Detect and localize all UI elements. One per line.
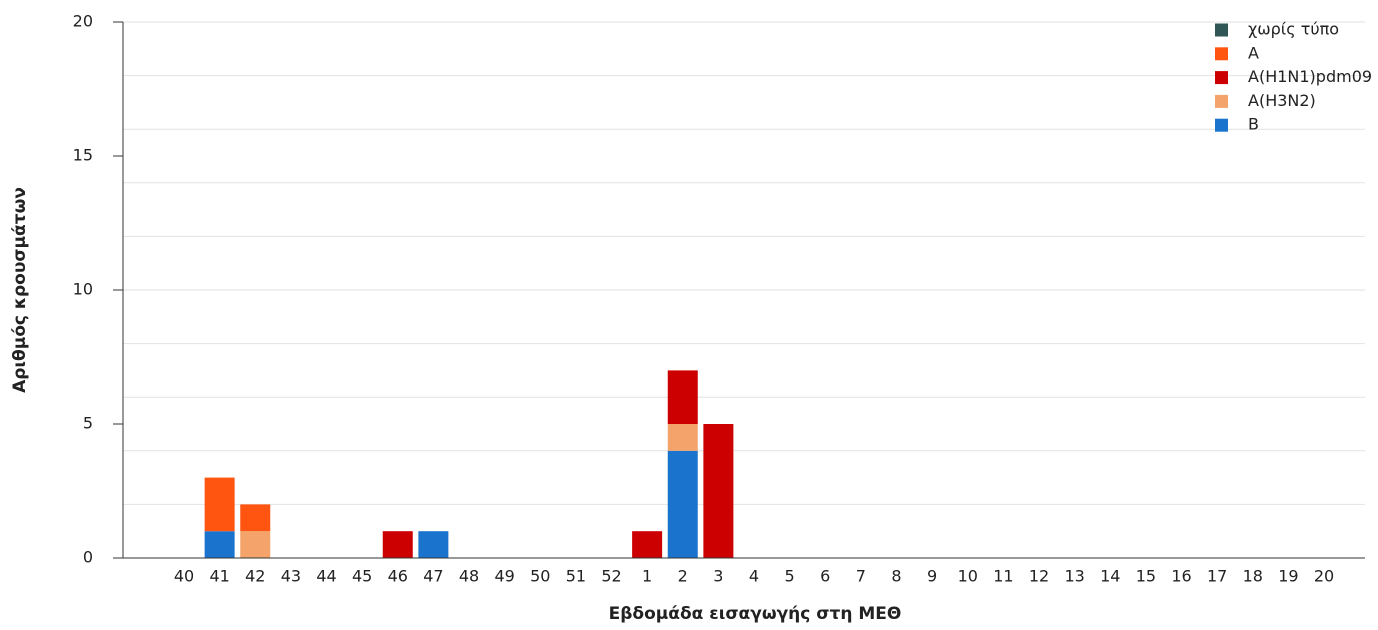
bar-segment	[382, 531, 413, 558]
bar-segment	[667, 424, 698, 451]
x-tick-label: 40	[174, 567, 194, 586]
x-tick-label: 10	[958, 567, 978, 586]
bar-segment	[632, 531, 663, 558]
legend-swatch	[1215, 71, 1228, 85]
legend-swatch	[1215, 47, 1228, 61]
x-tick-label: 44	[316, 567, 336, 586]
x-tick-label: 3	[713, 567, 723, 586]
x-tick-label: 42	[245, 567, 265, 586]
x-tick-label: 48	[459, 567, 479, 586]
x-tick-label: 41	[209, 567, 229, 586]
x-tick-label: 45	[352, 567, 372, 586]
x-tick-label: 7	[856, 567, 866, 586]
x-tick-label: 50	[530, 567, 550, 586]
x-tick-label: 18	[1243, 567, 1263, 586]
x-tick-label: 51	[566, 567, 586, 586]
y-tick-label: 5	[83, 414, 93, 433]
x-tick-label: 9	[927, 567, 937, 586]
legend-swatch	[1215, 118, 1228, 132]
x-tick-label: 8	[891, 567, 901, 586]
y-tick-label: 10	[73, 280, 93, 299]
x-tick-label: 46	[388, 567, 408, 586]
y-tick-label: 0	[83, 548, 93, 567]
y-tick-label: 15	[73, 146, 93, 165]
y-axis-title: Αριθμός κρουσμάτων	[10, 187, 30, 393]
x-tick-label: 4	[749, 567, 759, 586]
legend-label: A(H1N1)pdm09	[1248, 67, 1372, 86]
x-tick-label: 6	[820, 567, 830, 586]
bar-segment	[667, 370, 698, 424]
legend-swatch	[1215, 23, 1228, 37]
x-tick-label: 17	[1207, 567, 1227, 586]
legend-label: A(H3N2)	[1248, 91, 1316, 110]
x-tick-label: 47	[423, 567, 443, 586]
y-tick-label: 20	[73, 12, 93, 31]
x-tick-label: 12	[1029, 567, 1049, 586]
x-tick-label: 5	[785, 567, 795, 586]
legend-label: χωρίς τύπο	[1248, 20, 1339, 39]
bar-segment	[240, 504, 271, 532]
bar-segment	[703, 424, 734, 558]
legend-label: A	[1248, 43, 1259, 62]
x-tick-label: 11	[993, 567, 1013, 586]
bar-segment	[667, 450, 698, 558]
x-tick-label: 14	[1100, 567, 1120, 586]
x-tick-label: 13	[1064, 567, 1084, 586]
x-tick-label: 2	[678, 567, 688, 586]
x-tick-label: 16	[1171, 567, 1191, 586]
legend-label: B	[1248, 115, 1259, 134]
x-axis-title: Εβδομάδα εισαγωγής στη ΜΕΘ	[609, 604, 902, 624]
x-tick-label: 19	[1278, 567, 1298, 586]
x-tick-label: 43	[281, 567, 301, 586]
bar-segment	[204, 531, 235, 558]
x-tick-label: 52	[601, 567, 621, 586]
x-tick-label: 20	[1314, 567, 1334, 586]
bar-segment	[240, 531, 271, 558]
bar-segment	[204, 477, 235, 532]
x-tick-label: 49	[494, 567, 514, 586]
x-tick-label: 15	[1136, 567, 1156, 586]
legend-swatch	[1215, 94, 1228, 108]
x-tick-label: 1	[642, 567, 652, 586]
bar-segment	[418, 531, 449, 558]
